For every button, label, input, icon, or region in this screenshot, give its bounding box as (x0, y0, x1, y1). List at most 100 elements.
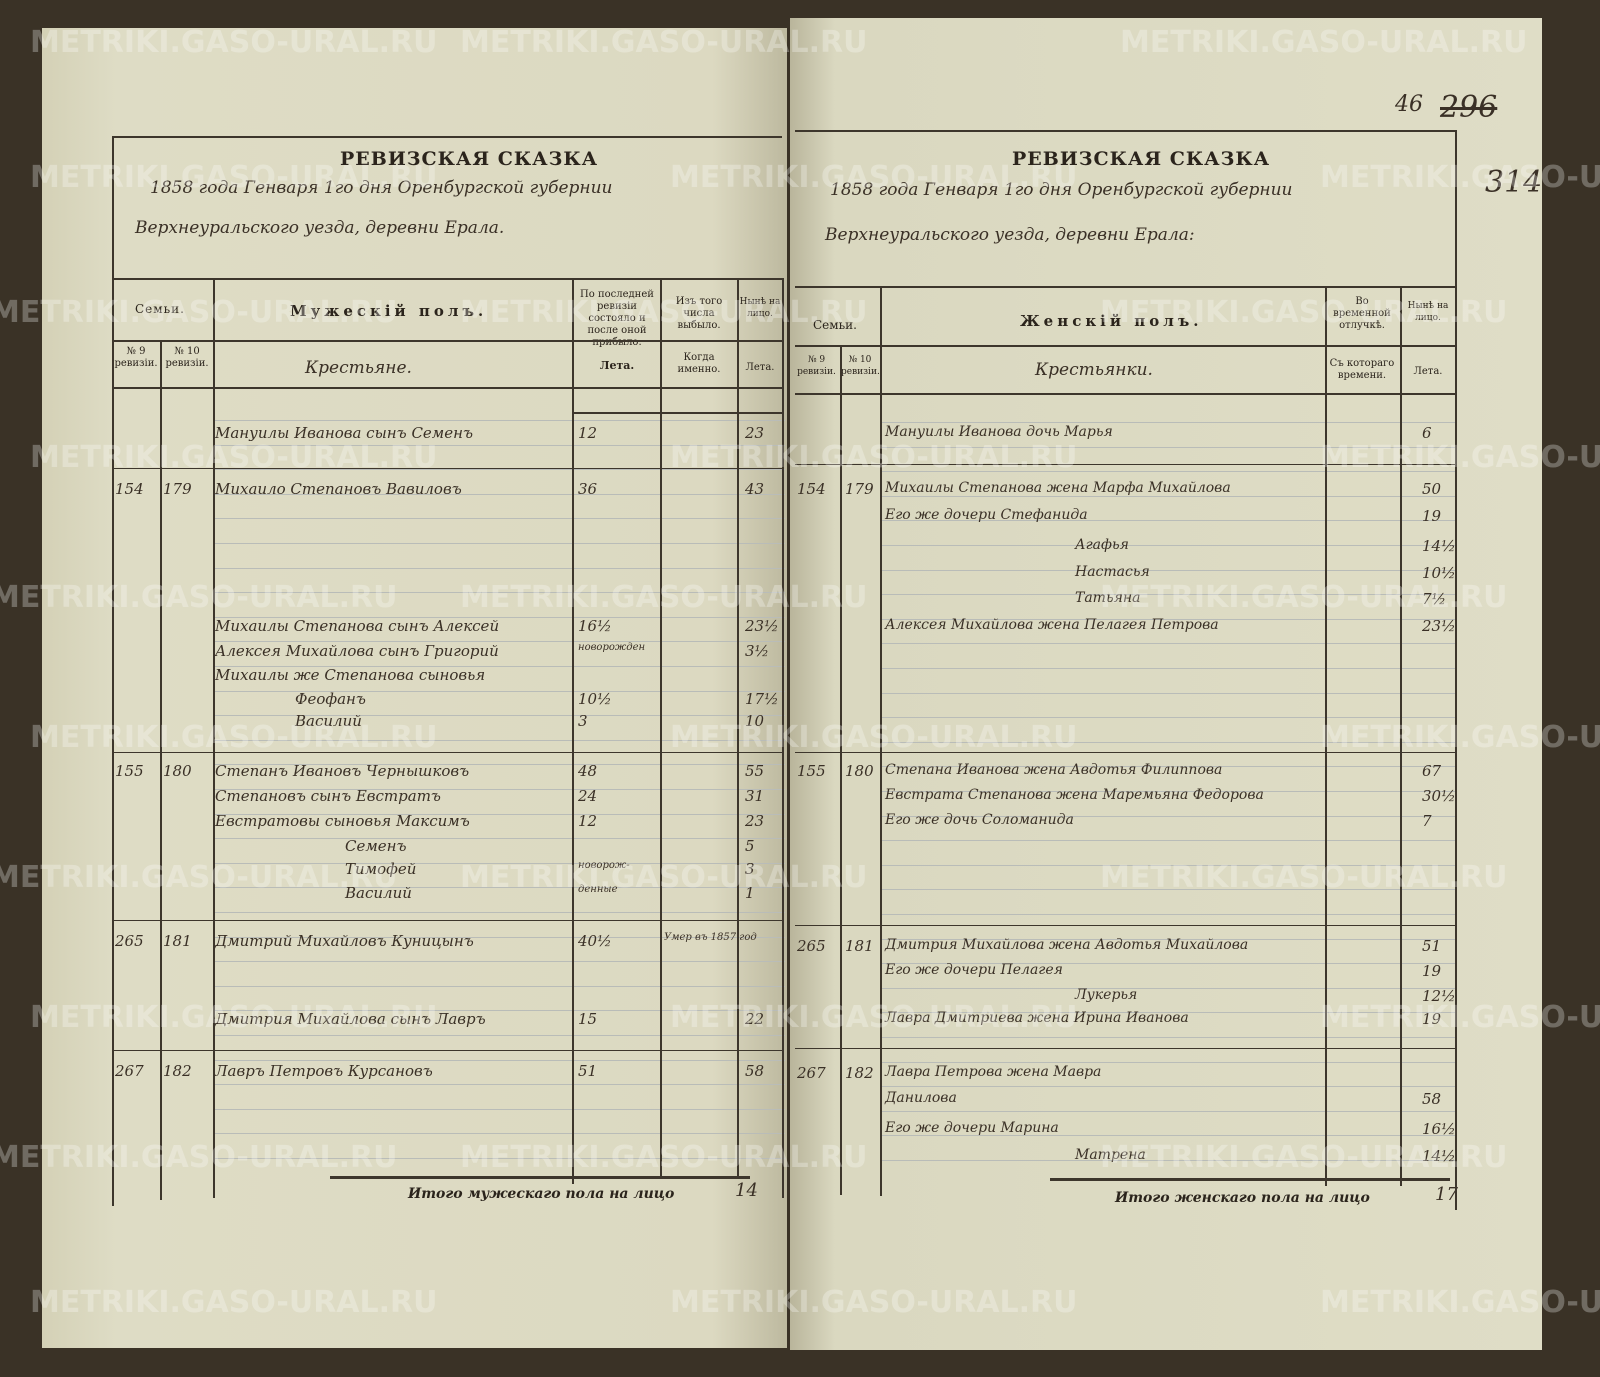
male-n10: 182 (163, 1062, 192, 1080)
male-age-prev: 48 (578, 762, 598, 780)
female-present-header: Нынѣ на лицо. (1407, 301, 1449, 323)
departed-sub: Когда именно. (677, 352, 721, 375)
male-section-header: Мужескій полъ. (290, 302, 488, 320)
table-border (795, 345, 1455, 347)
female-age: 51 (1422, 937, 1442, 955)
right-page (790, 18, 1542, 1350)
ruled-line (215, 789, 785, 790)
ruled-line (215, 936, 785, 938)
male-n9: 265 (115, 932, 144, 950)
female-name: Татьяна (1075, 590, 1141, 606)
male-name: Степанъ Ивановъ Чернышковъ (215, 762, 470, 780)
ruled-line (882, 692, 1457, 694)
female-name: Его же дочери Стефанида (885, 507, 1088, 523)
ruled-line (882, 594, 1457, 596)
ruled-line (882, 1160, 1457, 1161)
absent-sub: Съ котораго времени. (1329, 358, 1395, 381)
page-number: 314 (1485, 165, 1543, 200)
female-age: 7½ (1422, 590, 1447, 608)
ruled-line (882, 815, 1457, 817)
ruled-line (215, 1108, 785, 1110)
column-line (840, 345, 842, 1195)
ruled-line (215, 543, 785, 544)
total-rule (1050, 1178, 1450, 1181)
male-age-now: 43 (745, 480, 765, 498)
male-departed: Умер въ 1857 год (664, 932, 757, 943)
male-age-prev: 12 (578, 424, 598, 442)
male-name: Алексея Михайлова сынъ Григорий (215, 642, 499, 660)
female-age: 23½ (1422, 617, 1456, 635)
ruled-line (215, 616, 785, 618)
ruled-line (882, 889, 1457, 891)
female-name: Агафья (1075, 537, 1129, 553)
male-age-prev: новорож- (578, 860, 630, 871)
female-age: 14½ (1422, 537, 1456, 555)
table-border (112, 387, 784, 389)
female-name: Данилова (885, 1090, 957, 1106)
ruled-line (882, 963, 1457, 965)
female-age: 19 (1422, 507, 1442, 525)
table-border (112, 136, 782, 138)
male-name: Дмитрий Михайловъ Куницынъ (215, 932, 474, 950)
ruled-line (215, 1035, 785, 1036)
female-name: Евстрата Степанова жена Маремьяна Федоро… (885, 787, 1264, 803)
male-estate-label: Крестьяне. (305, 358, 412, 378)
family-divider (795, 752, 1455, 753)
male-present-header: Нынѣ на лицо. (739, 297, 781, 319)
ruled-line (215, 1084, 785, 1086)
ruled-line (882, 422, 1457, 423)
ruled-line (882, 1086, 1457, 1088)
ruled-line (215, 1158, 785, 1159)
ruled-line (215, 493, 785, 495)
male-n10: 180 (163, 762, 192, 780)
male-total-label: Итого мужескаго пола на лицо (408, 1186, 675, 1202)
female-name: Матрена (1075, 1147, 1146, 1163)
right-families-header: Семьи. (813, 318, 857, 332)
departed-header: Изъ того числа выбыло. (675, 296, 723, 331)
ruled-line (882, 938, 1457, 940)
male-age-prev: 10½ (578, 690, 612, 708)
ruled-line (215, 838, 785, 840)
ruled-line (215, 715, 785, 717)
right-place-line: Верхнеуральского уезда, деревни Ерала: (825, 225, 1195, 245)
male-age-prev: 24 (578, 787, 598, 805)
male-age-now: 23 (745, 812, 765, 830)
family-divider (795, 1048, 1455, 1049)
page-number-crossed: 296 (1440, 90, 1498, 125)
female-name: Степана Иванова жена Авдотья Филиппова (885, 762, 1223, 778)
ruled-line (215, 420, 785, 421)
female-age: 19 (1422, 962, 1442, 980)
male-name: Лавръ Петровъ Курсановъ (215, 1062, 433, 1080)
male-present-sub: Лета. (745, 362, 775, 373)
ruled-line (882, 717, 1457, 719)
ruled-line (882, 741, 1457, 743)
female-age: 10½ (1422, 564, 1456, 582)
column-line (737, 278, 739, 1178)
female-present-sub: Лета. (1413, 366, 1443, 377)
ruled-line (882, 840, 1457, 842)
ruled-line (882, 545, 1457, 546)
male-age-now: 22 (745, 1010, 765, 1028)
female-name: Его же дочь Соломанида (885, 812, 1074, 828)
female-total-value: 17 (1435, 1184, 1458, 1205)
table-border (112, 340, 784, 342)
ruled-line (215, 1010, 785, 1012)
column-line (112, 136, 114, 1206)
column-line (1455, 130, 1457, 1210)
family-divider (795, 464, 1455, 465)
column-line (660, 278, 662, 1178)
female-age: 16½ (1422, 1120, 1456, 1138)
left-date-line: 1858 года Генваря 1го дня Оренбургской г… (150, 178, 613, 198)
table-border (574, 412, 784, 414)
female-n10: 182 (845, 1064, 874, 1082)
table-border (112, 278, 784, 280)
male-n9: 154 (115, 480, 144, 498)
table-border (795, 393, 1455, 395)
ruled-line (882, 643, 1457, 645)
male-age-prev: 16½ (578, 617, 612, 635)
ruled-line (882, 446, 1457, 448)
ruled-line (215, 985, 785, 987)
female-name: Михаилы Степанова жена Марфа Михайлова (885, 480, 1231, 496)
ruled-line (215, 912, 785, 913)
ruled-line (215, 666, 785, 667)
